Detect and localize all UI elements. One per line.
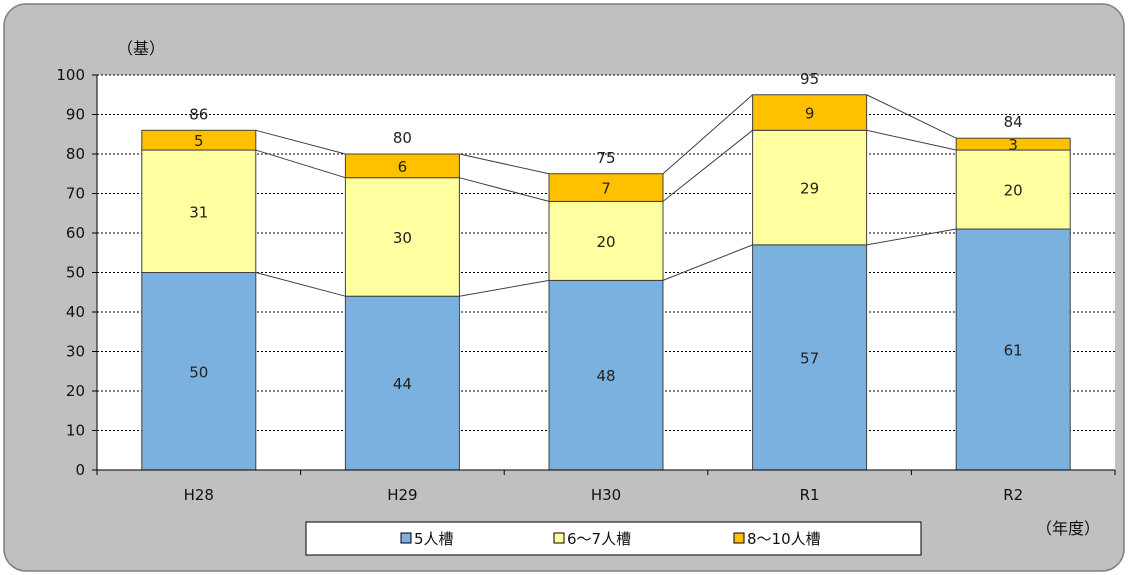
bar-segment — [752, 129, 868, 246]
series-connector-line — [866, 228, 957, 246]
series-connector-line — [459, 153, 550, 175]
bar-value-label: 20 — [1004, 182, 1023, 200]
bar-segment — [752, 244, 868, 471]
series-connector-line — [662, 129, 753, 202]
bar-segment — [548, 173, 664, 202]
y-tick-label: 100 — [56, 66, 85, 84]
bar-value-label: 30 — [393, 229, 412, 247]
series-connector-line — [459, 177, 550, 202]
bar-segment — [955, 137, 1071, 151]
bar-segment — [344, 295, 460, 471]
bar-segment — [548, 279, 664, 471]
legend: 5人槽 6～7人槽 8～10人槽 — [305, 521, 922, 556]
bar-segment — [955, 149, 1071, 230]
y-tick-label: 70 — [66, 185, 85, 203]
y-axis-unit-label: （基） — [117, 39, 165, 58]
bar-total-label: 75 — [596, 149, 615, 167]
bar-value-label: 31 — [189, 203, 208, 221]
bar-segment — [752, 94, 868, 131]
bar-value-label: 7 — [601, 180, 611, 198]
series-connector-line — [255, 129, 346, 155]
y-tick-label: 20 — [66, 382, 85, 400]
bar-total-label: 95 — [800, 70, 819, 88]
y-tick-label: 30 — [66, 343, 85, 361]
bar-value-label: 29 — [800, 180, 819, 198]
y-tick-label: 10 — [66, 422, 85, 440]
bar-segment — [141, 129, 257, 151]
series-connector-lines — [255, 94, 957, 297]
y-tick-label: 60 — [66, 224, 85, 242]
bar-value-label: 6 — [398, 158, 408, 176]
x-tick-label: R2 — [1003, 486, 1023, 504]
bar-segment — [548, 200, 664, 281]
bar-segment — [141, 272, 257, 471]
series-connector-line — [255, 272, 346, 297]
bar-value-label: 5 — [194, 132, 204, 150]
y-tick-label: 50 — [66, 264, 85, 282]
axes: 0 10 20 30 40 50 60 70 80 90 100 H28 H29 H30 R1 R2 — [56, 66, 1116, 504]
bar-value-label: 50 — [189, 363, 208, 381]
legend-label: 5人槽 — [414, 530, 454, 548]
legend-swatch — [553, 532, 565, 544]
y-tick-label: 0 — [75, 461, 85, 479]
bar-value-label: 9 — [805, 105, 815, 123]
bar-segment — [344, 153, 460, 179]
series-connector-line — [662, 244, 753, 281]
bar-value-label: 20 — [596, 233, 615, 251]
x-tick-label: H28 — [184, 486, 214, 504]
x-axis-unit-label: （年度） — [1036, 519, 1100, 538]
legend-label: 6～7人槽 — [567, 530, 631, 548]
bar-value-label: 3 — [1008, 136, 1018, 154]
legend-swatch — [733, 532, 745, 544]
y-tick-label: 80 — [66, 145, 85, 163]
bar-total-label: 84 — [1004, 113, 1023, 131]
bar-value-label: 48 — [596, 367, 615, 385]
series-connector-line — [866, 94, 957, 139]
y-tick-label: 90 — [66, 106, 85, 124]
legend-swatch — [400, 532, 412, 544]
bar-total-label: 86 — [189, 105, 208, 123]
bars: 50 31 5 86 44 30 6 80 48 20 7 75 57 29 9 95 61 20 3 84 — [141, 70, 1071, 471]
bar-segment — [344, 177, 460, 297]
series-connector-line — [255, 149, 346, 179]
bar-value-label: 61 — [1004, 342, 1023, 360]
x-tick-label: H29 — [387, 486, 417, 504]
bar-total-label: 80 — [393, 129, 412, 147]
legend-label: 8～10人槽 — [747, 530, 821, 548]
y-tick-label: 40 — [66, 303, 85, 321]
series-connector-line — [459, 279, 550, 297]
series-connector-line — [662, 94, 753, 175]
bar-value-label: 57 — [800, 349, 819, 367]
series-connector-line — [866, 129, 957, 151]
x-tick-label: R1 — [800, 486, 820, 504]
bar-value-label: 44 — [393, 375, 412, 393]
x-tick-label: H30 — [591, 486, 621, 504]
